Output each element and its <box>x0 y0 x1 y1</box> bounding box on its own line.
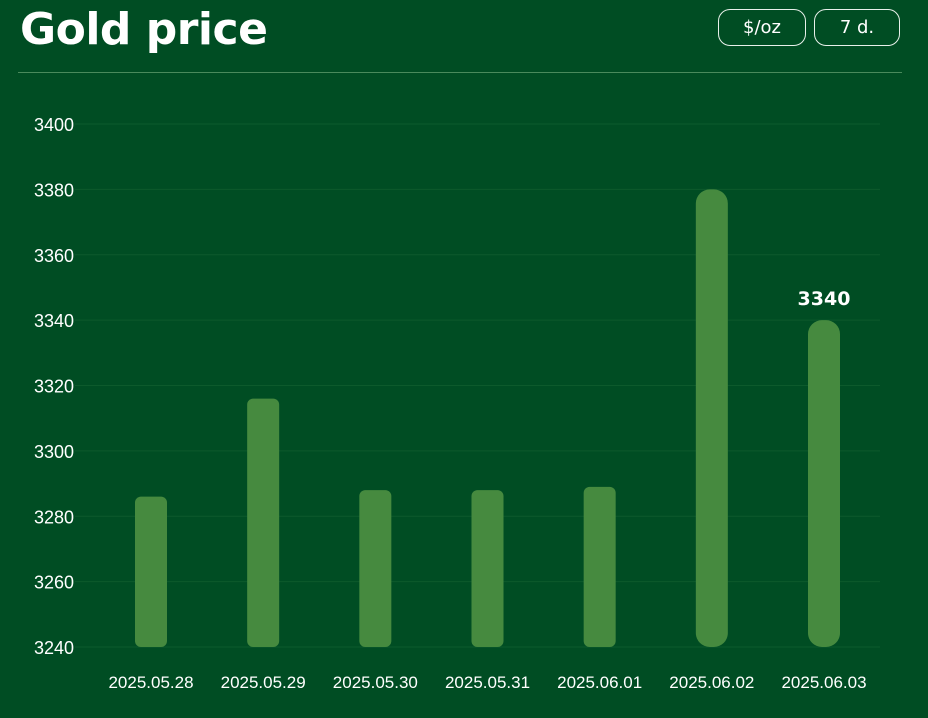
bars <box>135 189 840 647</box>
y-tick-label: 3380 <box>34 180 74 200</box>
data-label: 3340 <box>798 288 851 310</box>
bar-2025.06.03[interactable] <box>808 320 840 647</box>
y-tick-label: 3280 <box>34 507 74 527</box>
x-tick-label: 2025.05.28 <box>108 673 193 692</box>
y-tick-label: 3340 <box>34 311 74 331</box>
x-tick-label: 2025.06.02 <box>669 673 754 692</box>
unit-button[interactable]: $/oz <box>718 9 806 46</box>
y-tick-label: 3300 <box>34 442 74 462</box>
y-tick-label: 3400 <box>34 115 74 135</box>
gridlines <box>75 123 880 648</box>
bar-2025.05.28[interactable] <box>135 496 167 647</box>
x-axis: 2025.05.28 2025.05.29 2025.05.30 2025.05.31… <box>108 673 866 692</box>
data-labels: 3340 <box>798 288 851 310</box>
y-axis: 3240 3260 3280 3300 3320 3340 3360 3380 3400 <box>34 115 74 658</box>
bar-2025.05.31[interactable] <box>471 490 504 647</box>
x-tick-label: 2025.05.30 <box>333 673 418 692</box>
time-range-button[interactable]: 7 d. <box>814 9 900 46</box>
x-tick-label: 2025.06.01 <box>557 673 642 692</box>
header-divider <box>18 72 902 73</box>
bar-2025.05.30[interactable] <box>359 490 392 647</box>
x-tick-label: 2025.05.29 <box>221 673 306 692</box>
x-tick-label: 2025.06.03 <box>781 673 866 692</box>
bar-2025.06.01[interactable] <box>583 486 616 647</box>
y-tick-label: 3320 <box>34 377 74 397</box>
bar-2025.06.02[interactable] <box>695 189 728 647</box>
x-tick-label: 2025.05.31 <box>445 673 530 692</box>
y-tick-label: 3360 <box>34 246 74 266</box>
y-tick-label: 3260 <box>34 573 74 593</box>
y-tick-label: 3240 <box>34 638 74 658</box>
page-title: Gold price <box>20 4 268 55</box>
bar-2025.05.29[interactable] <box>247 398 280 647</box>
